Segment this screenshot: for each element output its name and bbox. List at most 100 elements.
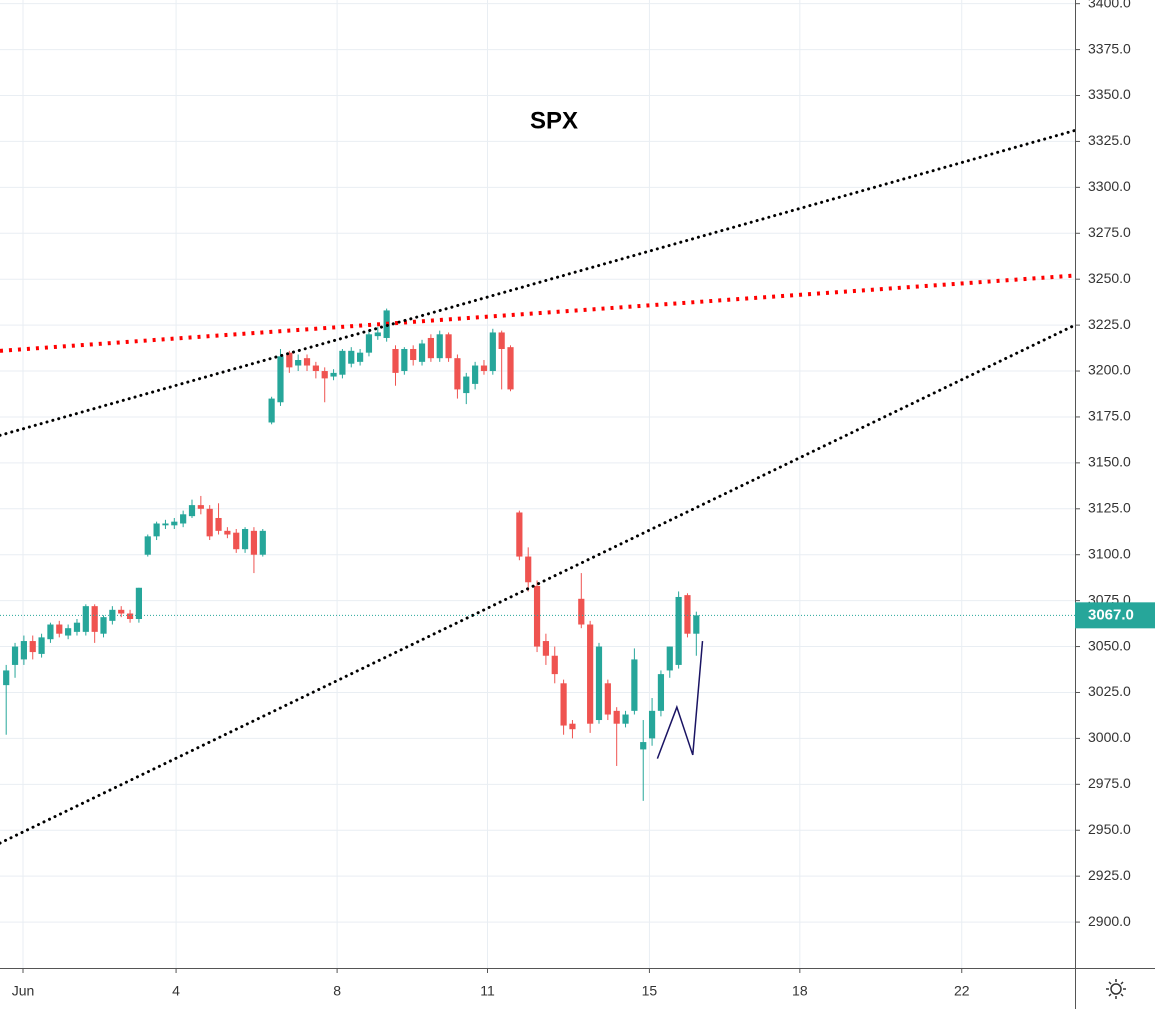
candle-body [47,624,54,640]
candle-body [445,334,452,359]
y-tick-label: 3250.0 [1088,270,1131,286]
candle-body [197,505,204,509]
x-tick-label: 22 [954,983,970,999]
candle-body [472,365,479,384]
candle-body [525,556,532,583]
candle-body [73,622,81,632]
y-tick-label: 3125.0 [1088,500,1131,516]
candle-body [330,372,337,377]
last-price-label: 3067.0 [1088,606,1134,623]
candle-body [613,710,620,724]
y-tick-label: 3350.0 [1088,86,1131,102]
candle-body [489,332,496,372]
candle-body [657,674,665,711]
candle-body [144,536,151,555]
y-tick-label: 3150.0 [1088,454,1131,470]
candle-body [392,348,399,373]
candle-body [162,523,169,526]
candle-body [250,530,258,555]
y-tick-label: 3375.0 [1088,40,1131,56]
candle-body [259,530,266,555]
x-tick-label: 11 [480,983,495,999]
candle-body [29,641,36,653]
candle-body [418,343,426,362]
candle-body [286,352,293,368]
candle-body [436,334,443,359]
candle-body [357,352,364,362]
candle-body [188,505,196,517]
candle-body [91,606,98,632]
x-tick-label: 8 [333,983,341,999]
candle-body [560,683,567,726]
candle-body [542,641,550,656]
candle-body [180,514,187,524]
candle-body [587,624,594,724]
y-tick-label: 3275.0 [1088,224,1131,240]
candle-body [126,613,134,620]
x-tick-label: 4 [172,983,180,999]
candle-body [578,598,585,625]
y-tick-label: 3100.0 [1088,545,1131,561]
marks [0,128,1077,845]
candle-body [321,371,328,379]
candle-body [569,723,576,730]
candle-body [109,609,116,621]
candle-body [401,348,408,372]
trend-line [0,323,1077,845]
candle-body [20,641,27,660]
y-tick-label: 3400.0 [1088,0,1131,10]
candle-body [675,596,682,665]
axes: 2900.0 2925.0 2950.0 2975.0 3000.0 3025.0 3050… [12,0,1155,999]
candle-body [118,609,125,614]
candle-body [498,332,505,349]
candle-body [65,628,72,636]
candle-body [480,365,488,372]
y-tick-label: 3025.0 [1088,683,1131,699]
x-tick-label: 18 [792,983,808,999]
candle-body [507,347,514,390]
y-tick-label: 2975.0 [1088,775,1131,791]
candle-body [277,356,284,403]
candle-body [206,508,213,537]
y-tick-label: 3050.0 [1088,637,1131,653]
candle-body [82,606,89,632]
candle-body [622,714,629,724]
candle-body [38,637,45,654]
y-tick-label: 3225.0 [1088,316,1131,332]
last-price-box [1075,602,1155,629]
candle-body [648,710,656,739]
candle-body [374,332,381,337]
candle-body [604,683,611,715]
candle-body [3,670,10,686]
candle-body [135,587,143,620]
candle-body [640,742,647,750]
candle-body [303,358,311,366]
candle-body [516,512,523,557]
candle-body [11,646,19,665]
settings-icon[interactable] [1106,979,1126,999]
candle-body [410,348,417,361]
candle-body [551,655,558,675]
candle-body [463,376,470,394]
candle-body [295,360,302,366]
x-tick-label: 15 [642,983,658,999]
candle-body [427,337,434,359]
y-tick-label: 2900.0 [1088,913,1131,929]
candle-body [100,617,107,634]
candle-body [348,350,355,364]
candle-body [241,529,249,550]
grid [0,0,1075,968]
y-tick-label: 3000.0 [1088,729,1131,745]
candle-body [312,365,319,372]
candle-body [666,646,673,671]
candle-body [454,358,461,390]
trend-line [656,640,704,759]
y-tick-label: 2925.0 [1088,867,1131,883]
candle-body [171,521,178,526]
y-tick-label: 2950.0 [1088,821,1131,837]
candle-body [268,398,275,423]
y-tick-label: 3325.0 [1088,132,1131,148]
y-tick-label: 3175.0 [1088,408,1131,424]
